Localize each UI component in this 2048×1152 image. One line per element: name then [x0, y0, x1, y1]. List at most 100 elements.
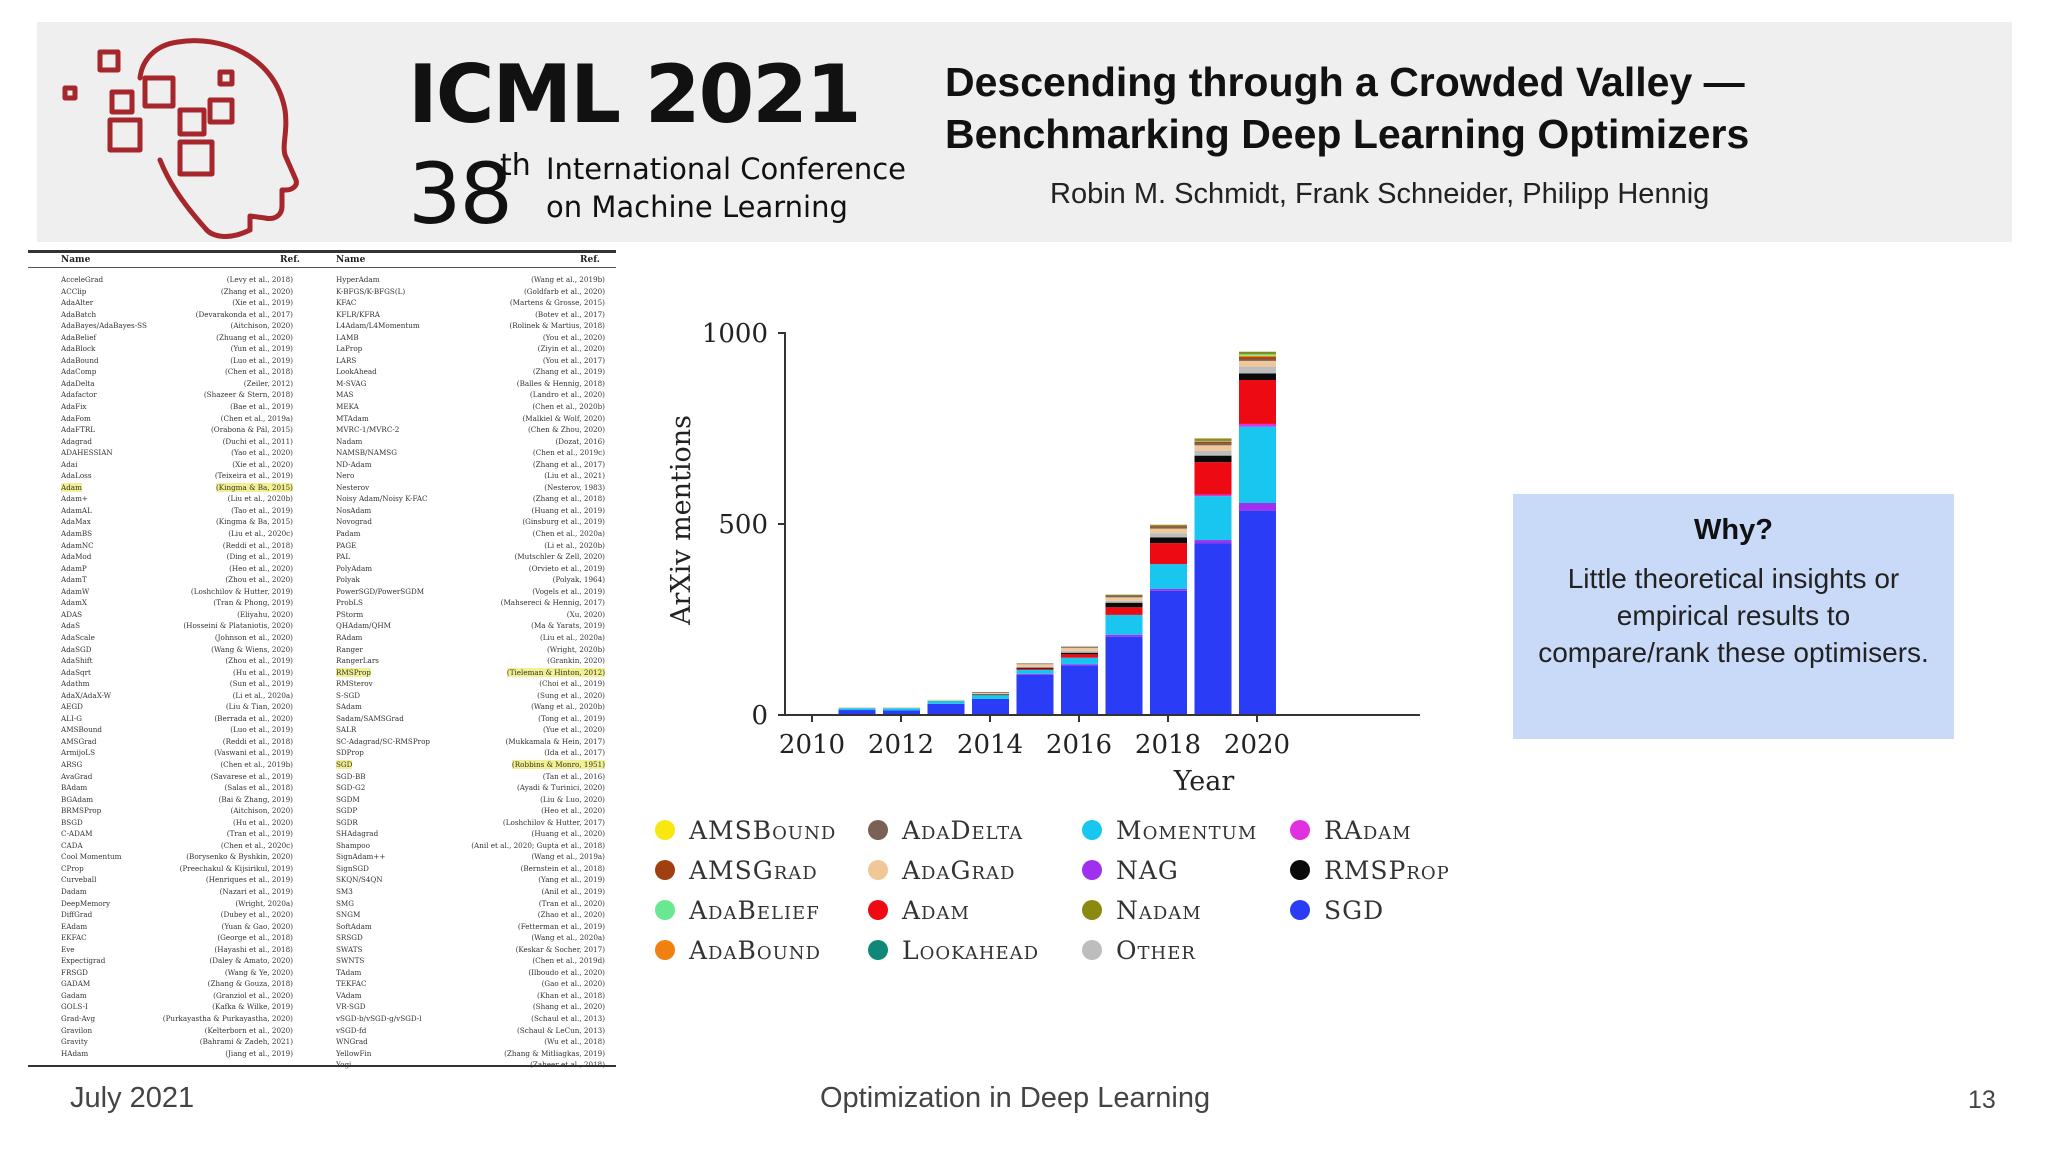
bar-segment-momentum-2018	[1150, 564, 1187, 589]
table-cell: (Yun et al., 2019)	[230, 344, 293, 354]
table-cell: SDProp	[336, 748, 364, 758]
table-cell: QHAdam/QHM	[336, 621, 391, 631]
table-cell: AdaShift	[61, 656, 93, 666]
table-cell: SWNTS	[336, 956, 365, 966]
table-cell: CProp	[61, 863, 84, 873]
table-cell: (Purkayastha & Purkayastha, 2020)	[162, 1014, 293, 1023]
table-cell: RMSterov	[336, 679, 373, 689]
table-cell: (Wang et al., 2020b)	[531, 702, 605, 712]
table-cell: (Mahsereci & Hennig, 2017)	[500, 598, 605, 608]
legend-item-rmsprop: RMSProp	[1290, 852, 1450, 888]
table-cell: NAMSB/NAMSG	[336, 448, 397, 458]
table-cell: (Mukkamala & Hein, 2017)	[505, 736, 605, 746]
table-cell: (Dozat, 2016)	[555, 436, 605, 446]
table-cell: EAdam	[61, 921, 88, 931]
legend-label: AdaDelta	[902, 815, 1024, 845]
table-cell: (Chen et al., 2020b)	[532, 402, 605, 412]
table-cell: BRMSProp	[61, 806, 102, 816]
table-cell: AdaS	[61, 621, 81, 631]
table-cell: SGD-G2	[336, 783, 366, 793]
table-cell: Noisy Adam/Noisy K-FAC	[336, 494, 428, 504]
table-cell: (Zhang & Gouza, 2018)	[207, 979, 293, 989]
table-cell: (Shazeer & Stern, 2018)	[203, 390, 293, 400]
table-cell: AMSGrad	[61, 736, 97, 746]
legend-swatch	[1290, 900, 1310, 920]
table-cell: (Fetterman et al., 2019)	[517, 921, 605, 931]
table-cell: SRSGD	[336, 933, 363, 943]
bar-segment-sgd-2019	[1194, 543, 1232, 715]
table-cell: vSGD-b/vSGD-g/vSGD-l	[336, 1014, 422, 1023]
table-cell: KFLR/KFRA	[336, 309, 380, 319]
table-cell: (Xie et al., 2020)	[232, 459, 293, 469]
table-cell: AdamNC	[61, 540, 94, 550]
legend-item-adagrad: AdaGrad	[868, 852, 1015, 888]
legend-item-adabound: AdaBound	[655, 932, 821, 968]
table-cell: AdaBayes/AdaBayes-SS	[61, 321, 147, 331]
table-cell: (Loshchilov & Hutter, 2019)	[190, 586, 293, 596]
table-cell: SWATS	[336, 944, 363, 954]
bar-segment-adagrad-2012	[883, 707, 920, 709]
bar-segment-adam-2015	[1016, 668, 1054, 670]
table-cell: S-SGD	[336, 690, 361, 700]
table-cell: LaProp	[336, 344, 363, 354]
table-cell: SGDM	[336, 794, 360, 804]
table-cell: (Wang et al., 2020a)	[531, 933, 605, 943]
table-cell: TEKFAC	[336, 979, 367, 989]
table-cell: AdamBS	[61, 529, 93, 539]
table-cell: Adam	[61, 482, 82, 492]
table-cell: ARSG	[61, 759, 83, 769]
x-axis-label: Year	[1173, 766, 1235, 797]
table-header-name-left: Name	[61, 255, 91, 265]
bar-segment-adam-2018	[1150, 543, 1187, 565]
table-cell: ACClip	[61, 286, 87, 296]
table-cell: (Chen et al., 2019d)	[532, 956, 605, 966]
bar-segment-rmsprop-2019	[1194, 455, 1232, 463]
table-cell: Expectigrad	[61, 956, 106, 966]
table-cell: LAMB	[336, 332, 359, 342]
table-cell: GADAM	[61, 979, 91, 989]
table-cell: SMG	[336, 898, 355, 908]
table-cell: (Ginsburg et al., 2019)	[522, 517, 605, 527]
legend-label: Lookahead	[902, 935, 1040, 965]
why-callout-box: Why? Little theoretical insights or empi…	[1513, 494, 1954, 739]
table-cell: M-SVAG	[336, 378, 367, 388]
bar-segment-momentum-2016	[1061, 657, 1098, 665]
why-callout-body: Little theoretical insights or empirical…	[1538, 563, 1929, 668]
legend-item-momentum: Momentum	[1082, 812, 1257, 848]
table-cell: SoftAdam	[336, 921, 372, 931]
bar-segment-momentum-2019	[1194, 496, 1232, 541]
table-cell: (Vogels et al., 2019)	[532, 586, 605, 596]
table-cell: (Kelterborn et al., 2020)	[204, 1025, 293, 1035]
bar-segment-rmsprop-2016	[1061, 652, 1098, 655]
bar-segment-adabound-2019	[1194, 441, 1232, 442]
table-cell: (Tran & Phong, 2019)	[213, 598, 293, 608]
legend-swatch	[868, 820, 888, 840]
conference-number-suffix: th	[500, 148, 531, 183]
legend-swatch	[655, 940, 675, 960]
table-cell: (Hu et al., 2020)	[233, 817, 293, 827]
bar-segment-adagrad-2015	[1016, 664, 1054, 667]
legend-item-adabelief: AdaBelief	[655, 892, 820, 928]
table-cell: (Keskar & Socher, 2017)	[515, 944, 605, 954]
bar-segment-amsgrad-2020	[1239, 357, 1276, 359]
table-cell: (Zhang et al., 2019)	[532, 367, 605, 377]
table-cell: DeepMemory	[61, 898, 111, 908]
table-cell: (Yuan & Gao, 2020)	[221, 921, 293, 931]
table-cell: (Anil et al., 2020; Gupta et al., 2018)	[471, 840, 605, 850]
table-cell: (Zhang et al., 2018)	[532, 494, 605, 504]
bar-segment-adagrad-2014	[972, 692, 1009, 695]
bar-segment-adam-2016	[1061, 654, 1098, 658]
table-cell: AdamT	[61, 575, 87, 585]
table-cell: (Wang et al., 2019b)	[531, 275, 605, 284]
bar-segment-momentum-2012	[883, 708, 920, 711]
legend-item-sgd: SGD	[1290, 892, 1384, 928]
table-cell: ALI-G	[61, 713, 82, 723]
table-cell: Adathm	[61, 679, 90, 689]
table-cell: (Zhang et al., 2020)	[220, 286, 293, 296]
table-cell: AdaFTRL	[61, 425, 96, 435]
table-bottom-rule	[28, 1065, 616, 1067]
table-cell: (Daley & Amato, 2020)	[209, 956, 293, 966]
table-cell: VAdam	[336, 990, 362, 1000]
bar-segment-adadelta-2017	[1105, 595, 1143, 598]
table-cell: (Reddi et al., 2018)	[222, 540, 293, 550]
